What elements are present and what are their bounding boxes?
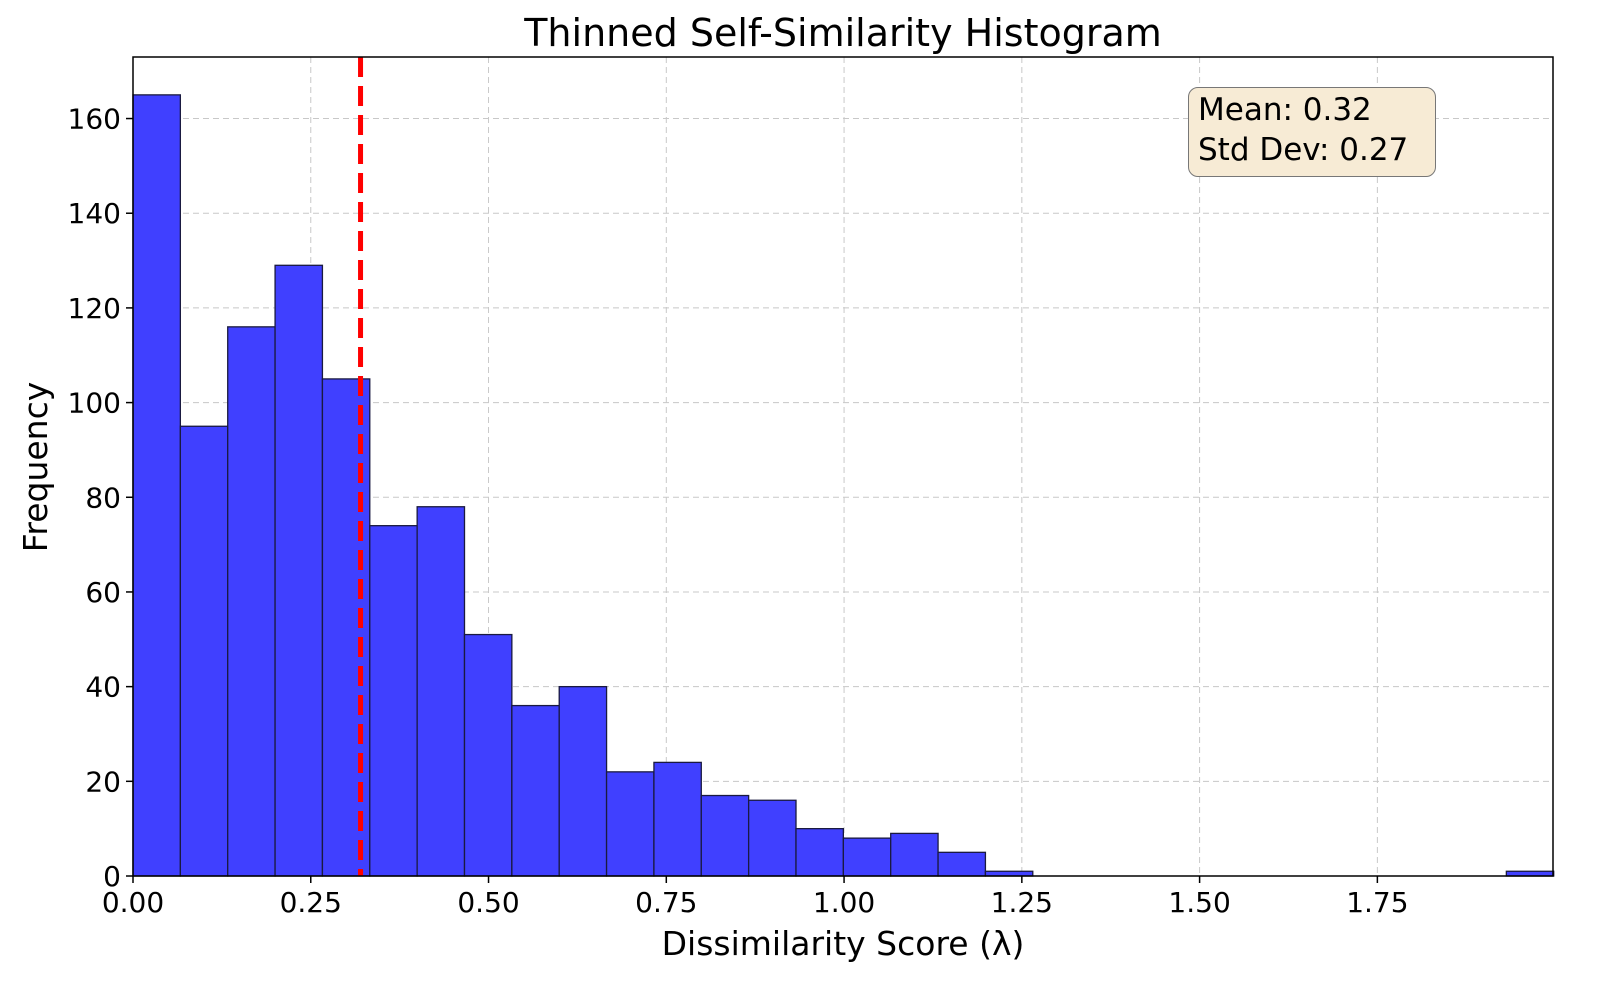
svg-text:160: 160 xyxy=(68,103,121,136)
x-axis-label: Dissimilarity Score (λ) xyxy=(662,924,1025,963)
svg-text:80: 80 xyxy=(85,481,121,514)
histogram-bar xyxy=(369,525,418,877)
y-axis-ticks: 0 20 40 60 80 100 120 140 160 xyxy=(68,103,133,893)
plot-frame xyxy=(132,56,1554,877)
x-axis-ticks: 0.00 0.25 0.50 0.75 1.00 1.25 1.50 1.75 xyxy=(102,876,1409,919)
histogram-bar xyxy=(890,832,939,877)
mean-stat: Mean: 0.32 xyxy=(1198,92,1372,128)
histogram-bar xyxy=(653,761,702,877)
svg-text:0: 0 xyxy=(103,860,121,893)
histogram-bar xyxy=(700,794,750,877)
chart-title: Thinned Self-Similarity Histogram xyxy=(523,11,1162,55)
svg-text:0.75: 0.75 xyxy=(635,886,697,919)
svg-text:40: 40 xyxy=(85,671,121,704)
svg-text:1.75: 1.75 xyxy=(1346,886,1408,919)
svg-text:20: 20 xyxy=(85,765,121,798)
histogram-bars xyxy=(132,94,1555,877)
histogram-bar xyxy=(605,771,655,877)
histogram-bar xyxy=(274,264,324,877)
svg-text:1.25: 1.25 xyxy=(991,886,1053,919)
svg-text:120: 120 xyxy=(68,292,121,325)
svg-text:1.50: 1.50 xyxy=(1168,886,1230,919)
histogram-bar xyxy=(179,425,229,877)
svg-text:60: 60 xyxy=(85,576,121,609)
std-stat: Std Dev: 0.27 xyxy=(1198,132,1409,168)
histogram-bar xyxy=(463,633,513,877)
histogram-bar xyxy=(132,94,182,877)
histogram-bar xyxy=(937,851,987,877)
y-axis-label: Frequency xyxy=(16,382,55,552)
histogram-bar xyxy=(795,828,845,877)
svg-text:0.25: 0.25 xyxy=(280,886,342,919)
histogram-bar xyxy=(747,799,797,877)
histogram-bar xyxy=(842,837,892,877)
svg-text:100: 100 xyxy=(68,387,121,420)
histogram-bar xyxy=(416,506,466,877)
stats-box: Mean: 0.32 Std Dev: 0.27 xyxy=(1188,87,1436,177)
histogram-bar xyxy=(511,704,560,877)
svg-text:140: 140 xyxy=(68,197,121,230)
histogram-bar xyxy=(558,685,608,877)
svg-text:0.50: 0.50 xyxy=(457,886,519,919)
svg-text:1.00: 1.00 xyxy=(813,886,875,919)
histogram-bar xyxy=(227,326,276,877)
svg-text:0.00: 0.00 xyxy=(102,886,164,919)
